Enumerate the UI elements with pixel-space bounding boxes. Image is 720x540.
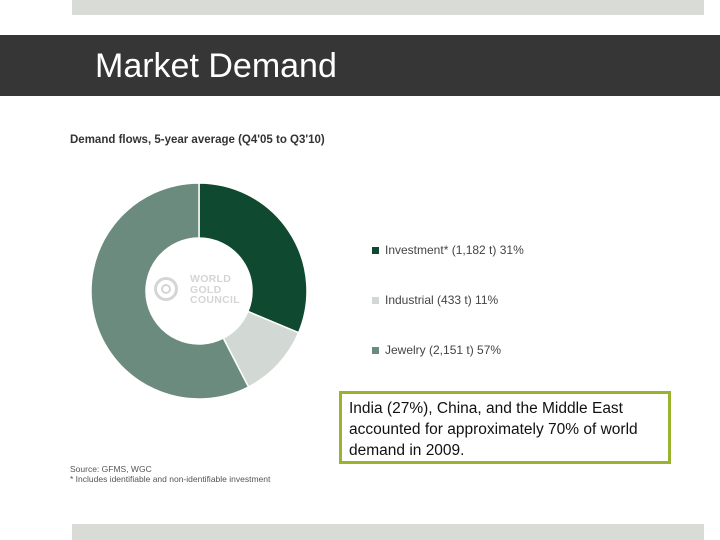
source-line: Source: GFMS, WGC [70,464,152,474]
world-gold-council-logo-icon [154,277,178,301]
bottom-decorative-strip [72,524,704,540]
footnote-line: * Includes identifiable and non-identifi… [70,474,271,484]
title-bar [0,35,720,96]
legend-label: Jewelry (2,151 t) 57% [385,343,502,357]
legend-item-investment: Investment* (1,182 t) 31% [372,243,524,257]
legend-swatch [372,246,379,254]
legend-item-industrial: Industrial (433 t) 11% [372,293,498,307]
legend-item-jewelry: Jewelry (2,151 t) 57% [372,343,501,357]
legend-swatch [372,346,379,354]
chart-title: Demand flows, 5-year average (Q4'05 to Q… [70,134,325,146]
callout-text: India (27%), China, and the Middle East … [349,400,638,459]
donut-slice-jewelry [90,182,250,400]
legend-label: Industrial (433 t) 11% [385,293,499,307]
legend-label: Investment* (1,182 t) 31% [385,243,524,257]
logo-line-1: WORLD [190,273,232,285]
donut-slice-investment [198,182,308,334]
top-decorative-strip [72,0,704,15]
slide-title: Market Demand [95,47,337,85]
center-logo-text: WORLD GOLD COUNCIL [190,274,240,306]
callout-box: India (27%), China, and the Middle East … [339,391,671,464]
chart-source: Source: GFMS, WGC * Includes identifiabl… [70,464,270,484]
logo-line-2: GOLD [190,283,222,296]
logo-line-3: COUNCIL [190,294,240,306]
legend-swatch [372,296,379,304]
